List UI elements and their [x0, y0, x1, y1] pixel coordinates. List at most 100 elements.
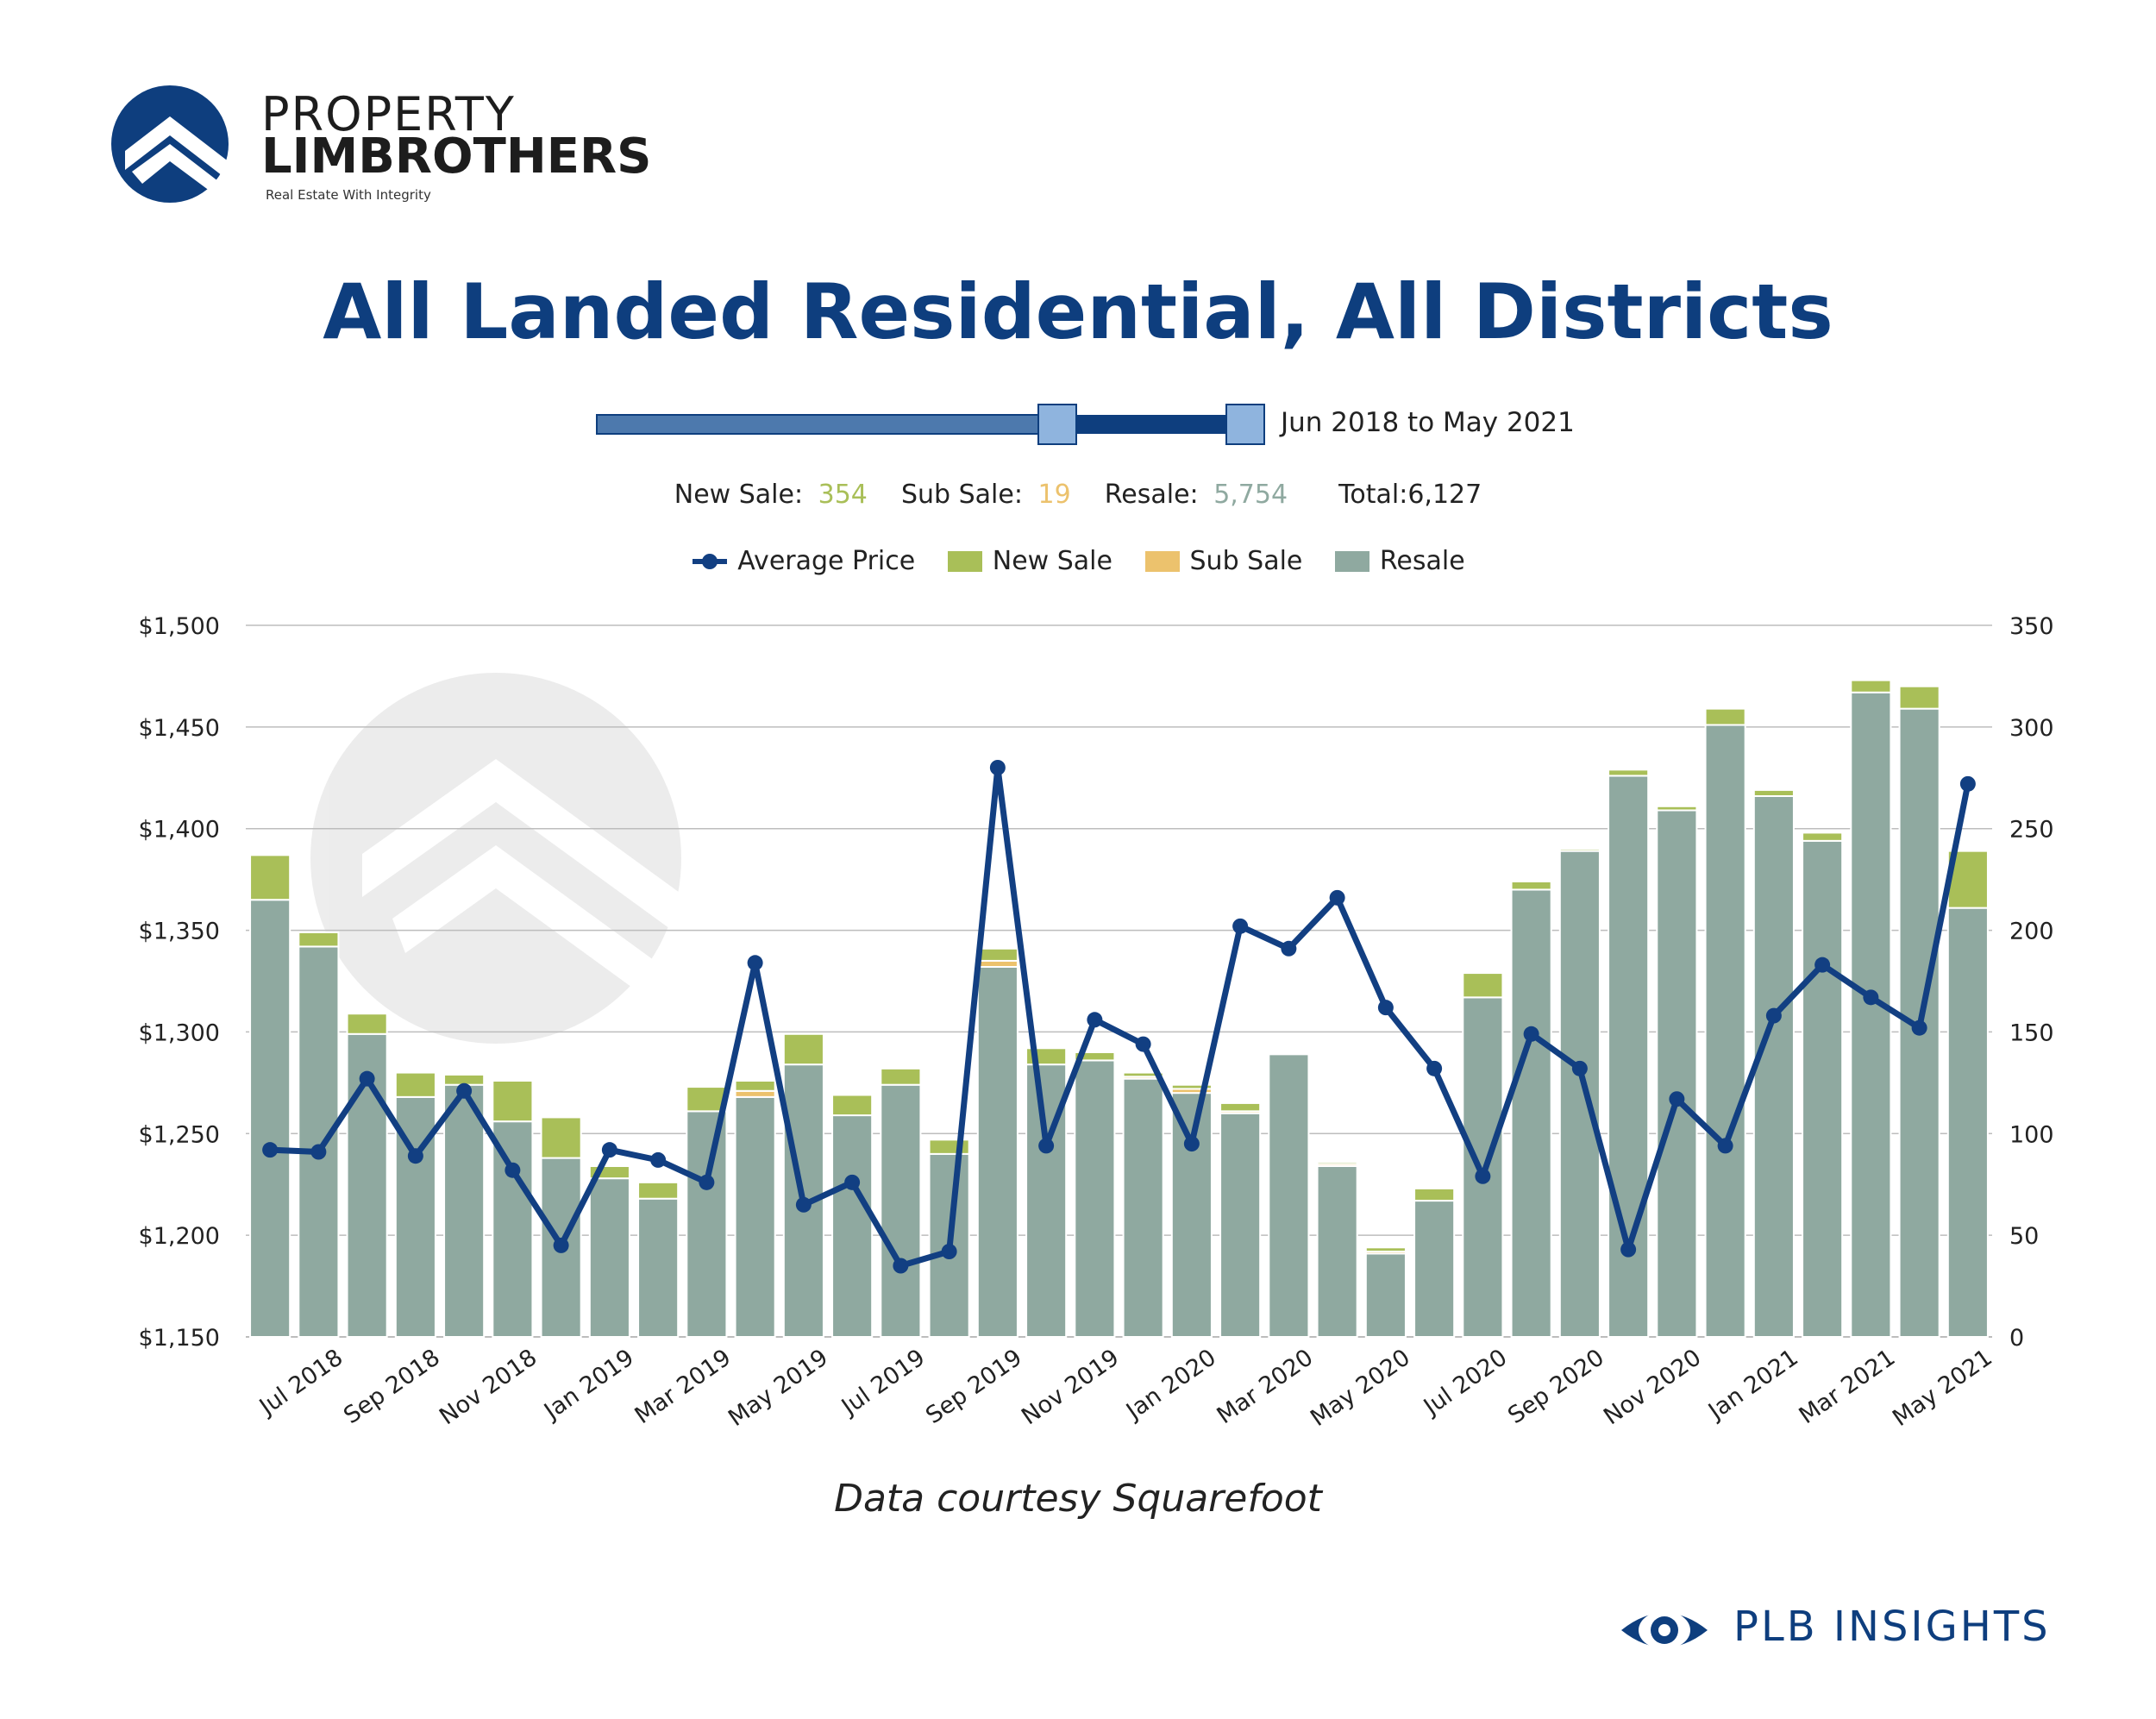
new-sale-count-label: New Sale: — [674, 480, 804, 510]
x-tick-label: Sep 2018 — [339, 1344, 445, 1429]
y-right-tick-label: 300 — [2009, 715, 2054, 742]
average-price-point — [1814, 957, 1831, 973]
new-sale-bar — [540, 1116, 582, 1159]
average-price-point — [407, 1148, 423, 1164]
y-right-tick-label: 200 — [2009, 919, 2054, 945]
legend-item-sub-sale[interactable]: Sub Sale — [1144, 546, 1302, 576]
average-price-point — [1911, 1019, 1927, 1036]
x-tick-label: Mar 2019 — [630, 1344, 736, 1429]
average-price-point — [1571, 1060, 1588, 1076]
new-sale-bar — [1704, 707, 1746, 726]
x-tick-label: May 2020 — [1306, 1344, 1415, 1432]
resale-bar — [637, 1197, 680, 1339]
x-tick-label: Mar 2020 — [1213, 1344, 1319, 1429]
average-price-point — [1038, 1138, 1055, 1154]
bars-layer — [249, 679, 1989, 1339]
brand-logo: PROPERTY LIMBROTHERS Real Estate With In… — [108, 82, 651, 211]
average-price-point — [1426, 1060, 1443, 1076]
x-tick-label: Jul 2019 — [836, 1344, 930, 1421]
new-sale-bar — [298, 931, 340, 948]
resale-count-label: Resale: — [1104, 480, 1199, 510]
new-sale-bar — [1219, 1101, 1262, 1113]
average-price-point — [893, 1258, 909, 1274]
sub-sale-swatch-icon — [1144, 550, 1180, 572]
resale-bar — [880, 1083, 922, 1338]
legend-item-average-price[interactable]: Average Price — [691, 546, 915, 576]
resale-bar — [1656, 809, 1698, 1338]
total-count-label: Total: — [1338, 480, 1408, 510]
resale-bar — [1413, 1200, 1456, 1338]
x-tick-label: Jul 2018 — [254, 1344, 348, 1421]
y-left-tick-label: $1,400 — [139, 817, 220, 844]
new-sale-bar — [1510, 881, 1552, 891]
new-sale-bar — [1558, 848, 1601, 852]
x-tick-label: Jan 2021 — [1702, 1344, 1803, 1426]
resale-bar — [831, 1114, 874, 1338]
new-sale-bar — [1608, 769, 1650, 777]
average-price-point — [456, 1082, 473, 1099]
resale-bar — [1558, 850, 1601, 1338]
new-sale-bar — [976, 947, 1018, 962]
average-price-point — [795, 1196, 812, 1213]
legend-item-resale[interactable]: Resale — [1334, 546, 1465, 576]
y-left-tick-label: $1,150 — [139, 1325, 220, 1352]
slider-selected-range[interactable] — [1065, 415, 1238, 434]
resale-bar — [1170, 1092, 1213, 1339]
y-right-axis: 0 50 100 150 200 250 300 350 — [2009, 613, 2054, 1352]
new-sale-count: 354 — [818, 480, 868, 510]
y-left-tick-label: $1,350 — [139, 919, 220, 945]
line-marker-icon — [693, 553, 728, 569]
plb-insights-text: PLB INSIGHTS — [1733, 1603, 2051, 1651]
sub-sale-bar — [734, 1089, 776, 1098]
average-price-point — [1959, 775, 1976, 792]
new-sale-swatch-icon — [947, 550, 982, 572]
slider-handle-start[interactable] — [1037, 404, 1077, 445]
y-right-tick-label: 50 — [2009, 1223, 2039, 1250]
new-sale-bar — [1802, 831, 1844, 842]
new-sale-bar — [249, 854, 291, 901]
resale-bar — [492, 1120, 534, 1339]
resale-bar — [1122, 1077, 1164, 1339]
chart-legend: Average Price New Sale Sub Sale Resale — [0, 546, 2156, 579]
watermark — [310, 673, 686, 1044]
new-sale-bar — [1462, 972, 1504, 999]
average-price-point — [1765, 1007, 1782, 1024]
sub-sale-count-label: Sub Sale: — [900, 480, 1023, 510]
resale-bar — [1850, 691, 1892, 1339]
new-sale-bar — [1752, 788, 1795, 798]
average-price-point — [1523, 1026, 1539, 1042]
brand-name-line1: PROPERTY — [261, 87, 516, 141]
x-tick-label: Nov 2018 — [435, 1344, 542, 1430]
legend-label-new-sale: New Sale — [992, 546, 1112, 576]
average-price-point — [262, 1142, 279, 1158]
eye-icon — [1621, 1611, 1708, 1649]
average-price-point — [601, 1142, 617, 1158]
resale-bar — [976, 966, 1018, 1338]
resale-bar — [1752, 795, 1795, 1338]
x-tick-label: Jul 2020 — [1418, 1344, 1512, 1421]
new-sale-bar — [1898, 685, 1940, 710]
average-price-point — [1475, 1168, 1491, 1184]
slider-track[interactable] — [596, 414, 1046, 435]
legend-item-new-sale[interactable]: New Sale — [947, 546, 1112, 576]
new-sale-bar — [346, 1013, 388, 1035]
new-sale-bar — [1170, 1083, 1213, 1090]
legend-label-average-price: Average Price — [737, 546, 916, 576]
x-tick-label: Sep 2019 — [921, 1344, 1027, 1429]
resale-bar — [1704, 724, 1746, 1338]
slider-handle-end[interactable] — [1225, 404, 1265, 445]
y-right-tick-label: 350 — [2009, 613, 2054, 640]
resale-bar — [588, 1177, 630, 1339]
x-tick-label: Mar 2021 — [1795, 1344, 1901, 1429]
resale-bar — [298, 945, 340, 1338]
date-range-slider[interactable] — [595, 401, 1268, 453]
y-left-tick-label: $1,300 — [139, 1019, 220, 1046]
y-right-tick-label: 250 — [2009, 817, 2054, 844]
new-sale-bar — [831, 1094, 874, 1117]
y-right-tick-label: 150 — [2009, 1019, 2054, 1046]
y-left-tick-label: $1,250 — [139, 1121, 220, 1148]
average-price-point — [310, 1144, 327, 1160]
average-price-point — [1669, 1091, 1685, 1107]
resale-bar — [734, 1095, 776, 1338]
